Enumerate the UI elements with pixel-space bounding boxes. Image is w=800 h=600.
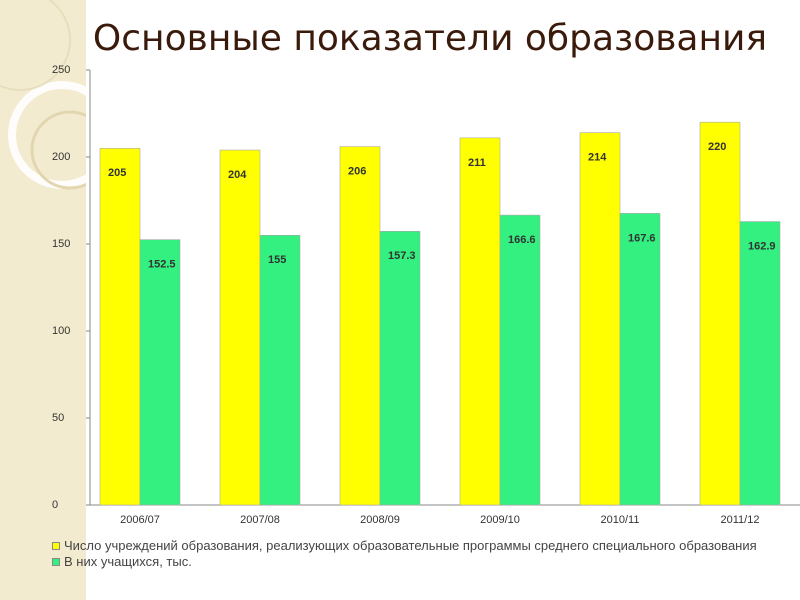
- value-label: 205: [108, 167, 126, 179]
- x-tick-label: 2009/10: [480, 514, 520, 526]
- x-tick-label: 2011/12: [721, 514, 760, 526]
- legend-label: Число учреждений образования, реализующи…: [64, 538, 757, 553]
- value-label: 220: [708, 141, 726, 153]
- value-label: 206: [348, 165, 366, 177]
- legend-swatch: [52, 542, 60, 550]
- value-label: 157.3: [388, 250, 416, 262]
- legend-item: В них учащихся, тыс.: [52, 554, 798, 570]
- legend-swatch: [52, 558, 60, 566]
- decor-strip: [0, 0, 86, 600]
- bar: [339, 146, 381, 506]
- value-label: 166.6: [508, 234, 536, 246]
- y-tick-label: 200: [52, 151, 70, 163]
- plot-background: [86, 60, 800, 538]
- bar: [579, 132, 621, 506]
- value-label: 214: [588, 152, 607, 164]
- y-tick-label: 50: [52, 412, 64, 424]
- x-tick-label: 2008/09: [360, 514, 400, 526]
- decor-circle: [0, 0, 71, 91]
- value-label: 162.9: [748, 240, 776, 252]
- bar: [459, 137, 501, 506]
- bar: [619, 213, 661, 506]
- bar: [259, 235, 301, 506]
- bar: [739, 221, 781, 506]
- y-tick-label: 150: [52, 238, 70, 250]
- y-tick-label: 0: [52, 499, 58, 511]
- legend-item: Число учреждений образования, реализующи…: [52, 538, 798, 554]
- y-tick-label: 100: [52, 325, 70, 337]
- legend: Число учреждений образования, реализующи…: [52, 538, 798, 570]
- value-label: 155: [268, 254, 286, 266]
- bar: [99, 148, 141, 506]
- bar: [699, 121, 741, 506]
- value-label: 204: [228, 169, 247, 181]
- bar: [219, 149, 261, 506]
- legend-label: В них учащихся, тыс.: [64, 554, 192, 569]
- value-label: 152.5: [148, 259, 176, 271]
- value-label: 167.6: [628, 232, 656, 244]
- chart-title: Основные показатели образования: [93, 18, 767, 59]
- x-tick-label: 2007/08: [240, 514, 280, 526]
- bar: [139, 239, 181, 506]
- value-label: 211: [468, 157, 486, 169]
- y-tick-label: 250: [52, 64, 70, 76]
- x-tick-label: 2006/07: [120, 514, 160, 526]
- bar: [499, 214, 541, 506]
- bar: [379, 230, 421, 506]
- x-tick-label: 2010/11: [601, 514, 640, 526]
